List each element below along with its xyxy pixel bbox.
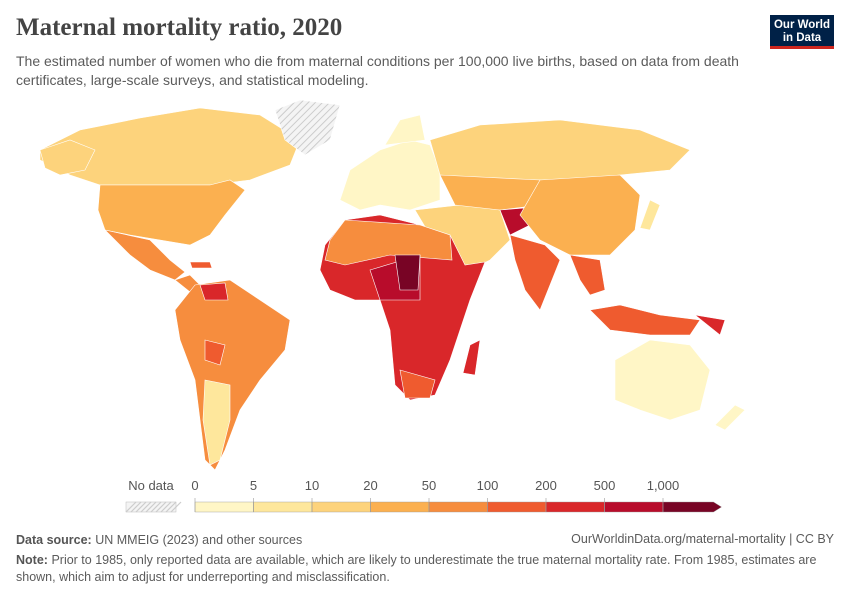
hatch [125, 501, 137, 513]
country [339, 139, 441, 211]
legend-bin [311, 501, 371, 513]
chart-title: Maternal mortality ratio, 2020 [16, 14, 343, 41]
legend-bin [604, 501, 664, 513]
no-data-label: No data [128, 478, 174, 493]
country [639, 199, 661, 231]
country [174, 279, 291, 471]
note: Prior to 1985, only reported data are av… [16, 553, 817, 584]
country [394, 254, 421, 291]
country [589, 304, 701, 336]
chart-subtitle: The estimated number of women who die fr… [16, 53, 739, 88]
source-line: Data source: UN MMEIG (2023) and other s… [16, 532, 302, 549]
country [204, 339, 226, 366]
legend-tick-label: 200 [535, 478, 557, 493]
country [462, 339, 481, 376]
country [97, 179, 246, 246]
country [39, 107, 301, 186]
legend-bin [370, 501, 430, 513]
hatch [165, 501, 177, 513]
country [39, 139, 96, 176]
country [439, 174, 541, 211]
country [274, 99, 341, 156]
country [399, 369, 436, 399]
country [384, 114, 426, 146]
hatch [170, 501, 182, 513]
hatch [135, 501, 147, 513]
countries [39, 99, 746, 471]
hatch [150, 501, 162, 513]
country [714, 404, 746, 431]
legend-bin [662, 501, 722, 513]
hatch [155, 501, 167, 513]
legend-tick-label: 1,000 [647, 478, 680, 493]
legend-bin [487, 501, 547, 513]
hatch [160, 501, 172, 513]
country [519, 174, 641, 256]
country [429, 119, 691, 181]
legend-bin [428, 501, 488, 513]
country [509, 234, 561, 311]
country [693, 314, 726, 336]
country [104, 229, 186, 281]
source: UN MMEIG (2023) and other sources [95, 533, 303, 547]
country [189, 261, 213, 269]
legend-bin [253, 501, 313, 513]
legend-bin [545, 501, 605, 513]
legend-tick-label: 50 [422, 478, 436, 493]
logo[interactable]: Our World in Data [770, 15, 834, 49]
legend-tick-label: 500 [594, 478, 616, 493]
url[interactable]: OurWorldinData.org/maternal-mortality | … [571, 532, 834, 546]
note-label: Note: [16, 553, 48, 567]
world-map [39, 99, 746, 471]
legend-tick-label: 100 [477, 478, 499, 493]
legend-tick-label: 20 [363, 478, 377, 493]
legend-bin [194, 501, 254, 513]
country [202, 379, 231, 466]
note-line: Note: Prior to 1985, only reported data … [16, 552, 834, 586]
hatch [145, 501, 157, 513]
legend-tick-label: 5 [250, 478, 257, 493]
hatch [130, 501, 142, 513]
source-label: Data source: [16, 533, 92, 547]
country [614, 339, 711, 421]
legend: No data 0 5 10 20 50 100 200 500 1,000 [125, 478, 722, 513]
hatch [140, 501, 152, 513]
country [569, 254, 606, 296]
legend-tick-label: 10 [305, 478, 319, 493]
legend-tick-label: 0 [191, 478, 198, 493]
country [199, 282, 229, 301]
country [324, 219, 453, 266]
